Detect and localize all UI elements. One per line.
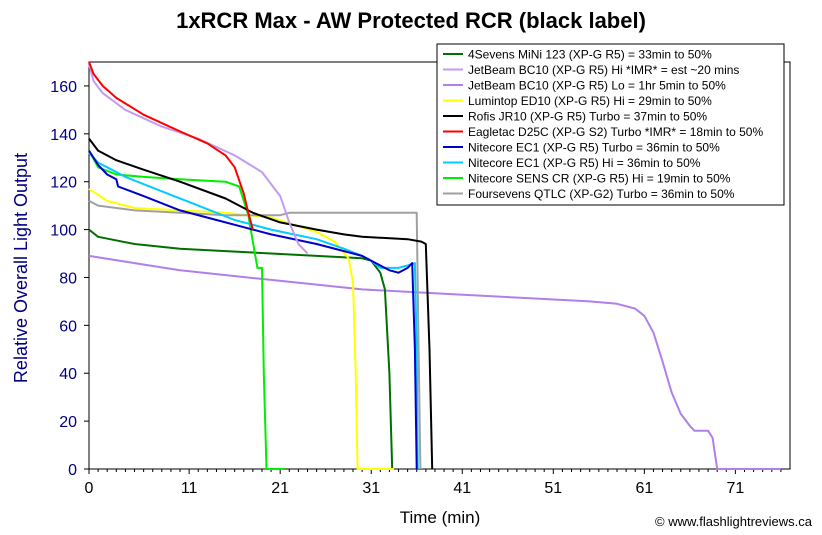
x-tick-label: 31 (362, 480, 380, 497)
y-tick-label: 100 (50, 223, 77, 240)
series-line (88, 152, 419, 470)
legend-entry: Lumintop ED10 (XP-G R5) Hi = 29min to 50… (468, 94, 712, 108)
legend-entry: Rofis JR10 (XP-G R5) Turbo = 37min to 50… (468, 110, 707, 124)
series-line (88, 150, 285, 470)
y-tick-label: 60 (59, 318, 77, 335)
series-line (88, 228, 394, 470)
x-axis-label: Time (min) (400, 508, 481, 527)
series-line (88, 188, 394, 470)
legend-entry: Foursevens QTLC (XP-G2) Turbo = 36min to… (468, 187, 735, 201)
credit-text: © www.flashlightreviews.ca (655, 514, 812, 529)
y-tick-label: 80 (59, 270, 77, 287)
legend-entry: Eagletac D25C (XP-G S2) Turbo *IMR* = 18… (468, 125, 763, 139)
x-tick-label: 41 (453, 480, 471, 497)
y-tick-label: 120 (50, 175, 77, 192)
legend-entry: JetBeam BC10 (XP-G R5) Lo = 1hr 5min to … (468, 79, 726, 93)
series-line (88, 61, 254, 230)
chart-title: 1xRCR Max - AW Protected RCR (black labe… (176, 8, 646, 33)
series-line (88, 150, 418, 470)
y-tick-label: 20 (59, 414, 77, 431)
series-line (88, 254, 781, 470)
x-tick-label: 11 (181, 480, 198, 497)
y-tick-label: 40 (59, 366, 77, 383)
y-tick-label: 0 (68, 462, 77, 479)
legend-entry: Nitecore SENS CR (XP-G R5) Hi = 19min to… (468, 172, 731, 186)
series-line (88, 64, 309, 255)
y-tick-label: 160 (50, 79, 77, 96)
legend-entry: Nitecore EC1 (XP-G R5) Hi = 36min to 50% (468, 156, 701, 170)
x-tick-label: 71 (726, 480, 744, 497)
legend-entry: 4Sevens MiNi 123 (XP-G R5) = 33min to 50… (468, 48, 712, 62)
series-line (88, 137, 434, 470)
series-line (88, 200, 422, 470)
y-tick-label: 140 (50, 127, 77, 144)
x-tick-label: 61 (635, 480, 653, 497)
y-axis-label: Relative Overall Light Output (11, 153, 31, 383)
x-tick-label: 0 (85, 480, 94, 497)
x-tick-label: 21 (271, 480, 289, 497)
legend-entry: JetBeam BC10 (XP-G R5) Hi *IMR* = est ~2… (468, 63, 739, 77)
legend-entry: Nitecore EC1 (XP-G R5) Turbo = 36min to … (468, 141, 720, 155)
legend-box (436, 43, 785, 206)
x-tick-label: 51 (544, 480, 562, 497)
